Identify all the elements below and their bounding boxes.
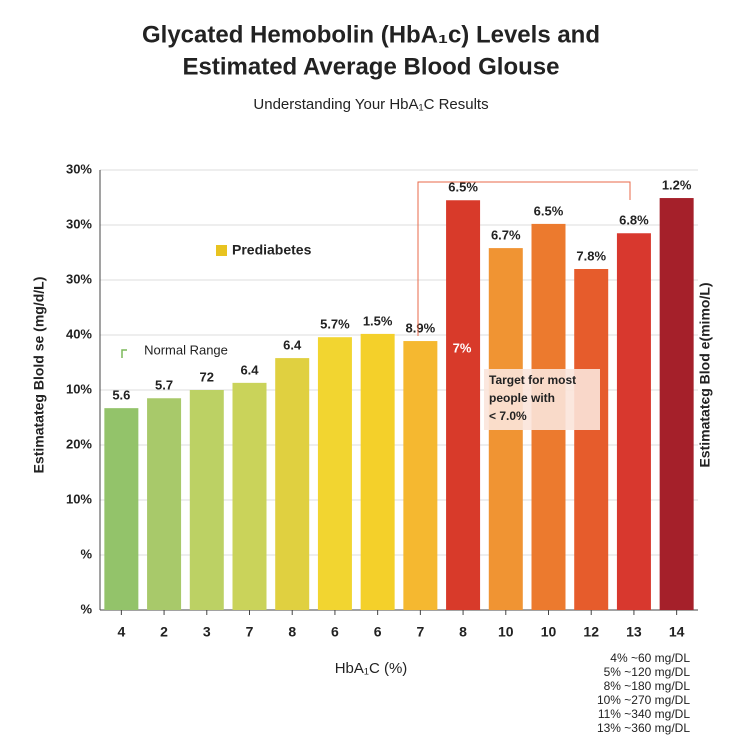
conversion-line: 4% ~60 mg/DL — [610, 651, 690, 665]
y-tick-label: % — [80, 546, 92, 561]
x-axis-title: HbA₁C (%) — [335, 660, 408, 677]
bar-label: 7.8% — [576, 248, 606, 263]
target-text: Target for most — [489, 373, 576, 387]
conversion-line: 5% ~120 mg/DL — [604, 665, 691, 679]
target-text: < 7.0% — [489, 409, 527, 423]
bar-label: 5.7% — [320, 317, 350, 332]
bar — [232, 382, 267, 610]
annotations: Normal Range Prediabetes 7% Target for m… — [121, 181, 631, 430]
bar — [616, 233, 651, 610]
bar — [189, 390, 224, 610]
x-tick-label: 13 — [626, 624, 642, 640]
bar-label: 6.5% — [534, 203, 564, 218]
y-tick-label: % — [80, 601, 92, 616]
bar-label: 5.6 — [112, 388, 130, 403]
bar — [574, 269, 609, 610]
normal-range-label: Normal Range — [144, 342, 228, 357]
target-text: people with — [489, 391, 555, 405]
y-axis-title: Estimatateg Blold se (mg/d/L) — [31, 277, 47, 474]
bar-label: 6.7% — [491, 228, 521, 243]
x-tick-label: 10 — [541, 624, 557, 640]
conversion-line: 13% ~360 mg/DL — [597, 721, 690, 735]
chart-subtitle: Understanding Your HbA₁C Results — [253, 96, 488, 113]
conversion-line: 8% ~180 mg/DL — [604, 679, 691, 693]
conversion-line: 10% ~270 mg/DL — [597, 693, 690, 707]
bar-label: 72 — [200, 369, 214, 384]
bar-label: 5.7 — [155, 378, 173, 393]
x-tick-label: 6 — [331, 624, 339, 640]
x-tick-label: 12 — [583, 624, 599, 640]
bar-label: 6.4 — [283, 338, 302, 353]
bar-label: 6.5% — [448, 180, 478, 195]
chart-title: Estimated Average Blood Glouse — [183, 53, 560, 80]
y-tick-label: 40% — [66, 326, 92, 341]
x-tick-label: 8 — [288, 624, 296, 640]
x-tick-label: 3 — [203, 624, 211, 640]
plot-area: %% 10% 20% 10% 40% 30% 30% 30% 4 5.6 2 5.7 3 72 7 6.4 8 6… — [66, 161, 698, 640]
y-tick-label: 20% — [66, 436, 92, 451]
bar — [403, 341, 438, 610]
prediabetes-label: Prediabetes — [232, 242, 312, 258]
conversion-line: 11% ~340 mg/DL — [598, 707, 690, 721]
conversion-table: 4% ~60 mg/DL5% ~120 mg/DL8% ~180 mg/DL10… — [597, 651, 690, 735]
x-tick-label: 10 — [498, 624, 514, 640]
bar-label: 6.8% — [619, 213, 649, 228]
y-tick-label: 30% — [66, 271, 92, 286]
x-tick-label: 14 — [669, 624, 685, 640]
label-bg — [127, 342, 245, 360]
bar — [104, 408, 139, 610]
bar — [659, 198, 694, 611]
y-tick-label: 10% — [66, 491, 92, 506]
bar — [317, 337, 352, 610]
x-tick-label: 6 — [374, 624, 382, 640]
x-tick-label: 8 — [459, 624, 467, 640]
bar — [275, 358, 310, 610]
x-tick-label: 2 — [160, 624, 168, 640]
bar-label: 6.4 — [240, 362, 259, 377]
target-box — [484, 369, 600, 430]
x-tick-label: 7 — [246, 624, 254, 640]
bar-label: 1.5% — [363, 313, 393, 328]
bar — [446, 200, 481, 610]
y-tick-label: 30% — [66, 161, 92, 176]
bar-label: 8.9% — [406, 320, 436, 335]
x-tick-label: 4 — [117, 624, 125, 640]
y-tick-label: 30% — [66, 216, 92, 231]
seven-label: 7% — [453, 340, 472, 355]
prediabetes-swatch — [216, 245, 227, 256]
chart-title: Glycated Hemobolin (HbA₁c) Levels and — [142, 21, 600, 48]
bar-label: 1.2% — [662, 177, 692, 192]
bar — [360, 333, 395, 610]
target-bracket — [417, 181, 631, 336]
y2-axis-title: Estimatatєg Blod e(mimo/L) — [697, 282, 713, 467]
y-tick-label: 10% — [66, 381, 92, 396]
x-tick-label: 7 — [416, 624, 424, 640]
bar — [147, 398, 182, 610]
